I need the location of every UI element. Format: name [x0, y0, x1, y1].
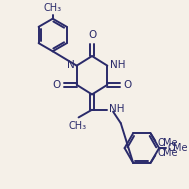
Text: O: O: [124, 80, 132, 90]
Text: NH: NH: [110, 60, 126, 70]
Text: Me: Me: [174, 143, 188, 153]
Text: O: O: [52, 80, 60, 90]
Text: CH₃: CH₃: [44, 3, 62, 13]
Text: NH: NH: [109, 104, 125, 114]
Text: O: O: [88, 30, 96, 40]
Text: Me: Me: [163, 138, 177, 148]
Text: O: O: [168, 143, 175, 153]
Text: Me: Me: [163, 148, 177, 158]
Text: N: N: [67, 60, 75, 70]
Text: CH₃: CH₃: [69, 121, 87, 131]
Text: O: O: [157, 148, 165, 158]
Text: O: O: [157, 138, 165, 148]
